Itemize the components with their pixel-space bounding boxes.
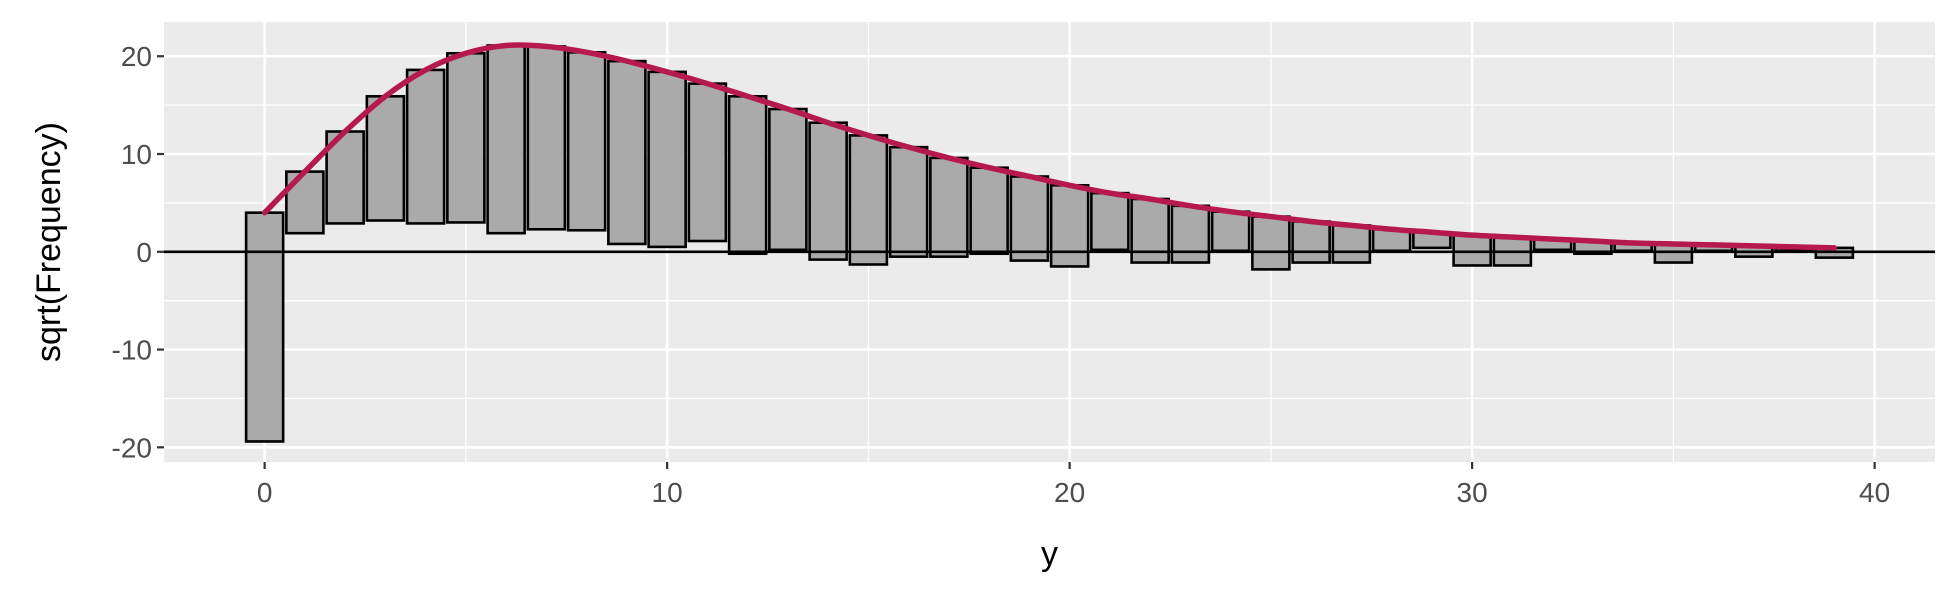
y-tick-label: -20 [112,432,152,463]
bar [808,121,848,261]
bar [285,170,325,235]
bar [1331,224,1372,264]
x-tick-label: 0 [257,477,273,508]
x-tick-label: 20 [1054,477,1085,508]
bar [244,211,285,443]
fitted-curve [261,42,1838,251]
bar [446,51,486,224]
y-tick-label: -10 [112,335,152,366]
bar [768,107,808,252]
bar [848,134,889,266]
bar [647,70,687,249]
bar [888,145,929,258]
x-axis-title: y [1041,535,1058,573]
bar [566,51,607,232]
bar [405,68,446,225]
bar [1251,215,1291,271]
bar [365,95,406,222]
y-tick-label: 20 [121,41,152,72]
x-tick-label: 30 [1457,477,1488,508]
bar [526,45,567,231]
bar [607,59,647,246]
bar [727,95,768,256]
y-axis-ticks: -20 -10 0 10 20 [112,41,164,463]
bar [1291,220,1331,264]
x-axis-ticks: 0 10 20 30 40 [257,462,1890,508]
bar [929,156,969,258]
bar [1049,183,1090,268]
y-tick-label: 10 [121,139,152,170]
bar [486,44,526,235]
y-axis-title: sqrt(Frequency) [30,122,68,362]
bar [1452,233,1492,267]
bar [1210,210,1251,253]
bar [1090,191,1130,252]
y-tick-label: 0 [136,237,152,268]
bar [969,166,1009,256]
bar [687,82,728,243]
x-tick-label: 40 [1859,477,1890,508]
bar [1009,175,1050,262]
x-tick-label: 10 [652,477,683,508]
bar [1170,204,1211,264]
